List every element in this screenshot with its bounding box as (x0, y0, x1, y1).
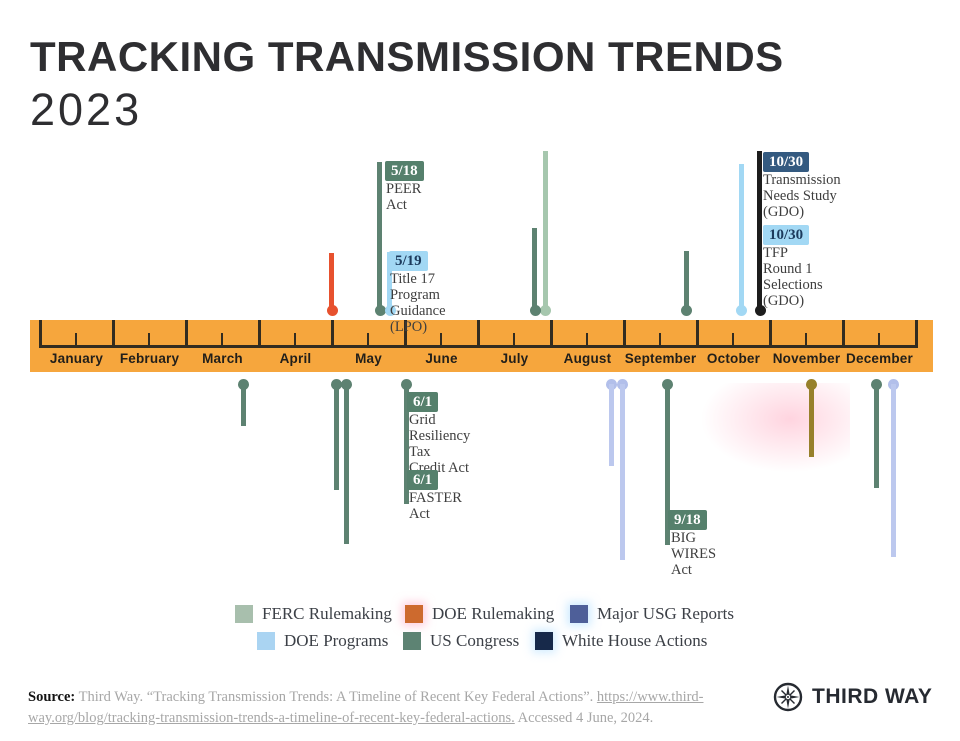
event-dot (755, 305, 766, 316)
month-label: April (279, 351, 312, 366)
event-stem (620, 384, 625, 560)
white-house-actions-swatch (535, 632, 553, 650)
legend-item-us-congress: US Congress (403, 631, 519, 651)
page-title: TRACKING TRANSMISSION TRENDS (30, 33, 784, 80)
event-label: PEER Act (386, 181, 422, 213)
event-stem (532, 228, 537, 307)
legend-label: DOE Programs (284, 631, 389, 650)
month-label: July (500, 351, 529, 366)
ruler-baseline (39, 345, 918, 348)
event-stem (809, 384, 814, 457)
us-congress-swatch (403, 632, 421, 650)
event-label: Grid Resiliency Tax Credit Act (409, 412, 471, 476)
month-label: December (846, 351, 913, 366)
date-badge: 10/30 (763, 152, 810, 172)
month-label: May (355, 351, 382, 366)
event-label: BIG WIRES Act (671, 530, 717, 578)
month-label: September (624, 351, 697, 366)
legend-item-major-usg-reports: Major USG Reports (570, 604, 734, 624)
event-stem (757, 151, 762, 307)
date-badge: 5/18 (385, 161, 424, 181)
source-citation: Source: Third Way. “Tracking Transmissio… (28, 687, 758, 729)
event-label: Transmission Needs Study (GDO) (763, 172, 841, 220)
event-stem (377, 162, 382, 307)
date-badge: 5/19 (389, 251, 428, 271)
event-dot (385, 305, 396, 316)
doe-programs-swatch (257, 632, 275, 650)
event-stem (874, 384, 879, 488)
event-stem (891, 384, 896, 557)
event-stem (344, 384, 349, 544)
logo-text: THIRD WAY (812, 685, 933, 708)
date-badge: 6/1 (407, 470, 439, 490)
ferc-rulemaking-swatch (235, 605, 253, 623)
legend-item-ferc-rulemaking: FERC Rulemaking (235, 604, 392, 624)
legend-label: DOE Rulemaking (432, 604, 555, 623)
month-label: August (563, 351, 612, 366)
month-label: November (772, 351, 841, 366)
month-label: June (425, 351, 458, 366)
event-label: FASTER Act (409, 490, 462, 522)
event-dot (540, 305, 551, 316)
event-dot (681, 305, 692, 316)
event-stem (739, 164, 744, 307)
legend-item-white-house-actions: White House Actions (535, 631, 707, 651)
month-label: October (706, 351, 761, 366)
source-link[interactable]: https://www.third-way.org/blog/tracking-… (28, 689, 704, 726)
source-label: Source: (28, 689, 76, 705)
event-dot (327, 305, 338, 316)
event-label: Title 17 Program Guidance (LPO) (390, 271, 446, 335)
page-year: 2023 (30, 84, 143, 135)
date-badge: 10/30 (763, 225, 810, 245)
source-accessed: Accessed 4 June, 2024. (514, 710, 654, 726)
month-label: March (202, 351, 243, 366)
date-badge: 9/18 (668, 510, 707, 530)
legend-label: Major USG Reports (597, 604, 734, 623)
doe-rulemaking-swatch (405, 605, 423, 623)
event-stem (387, 252, 392, 309)
source-text: Third Way. “Tracking Transmission Trends… (75, 689, 597, 705)
legend-item-doe-rulemaking: DOE Rulemaking (405, 604, 554, 624)
event-stem (543, 151, 548, 307)
compass-icon (773, 682, 803, 712)
pink-glow (700, 383, 850, 473)
month-label: January (49, 351, 104, 366)
month-labels: January February March April May June Ju… (40, 351, 916, 366)
major-usg-reports-swatch (570, 605, 588, 623)
event-stem (665, 384, 670, 545)
legend-item-doe-programs: DOE Programs (257, 631, 388, 651)
legend-label: White House Actions (562, 631, 708, 650)
legend-label: US Congress (430, 631, 520, 650)
event-stem (609, 384, 614, 466)
event-dot (530, 305, 541, 316)
event-stem (241, 384, 246, 426)
event-stem (329, 253, 334, 309)
event-stem (684, 251, 689, 307)
month-label: February (119, 351, 180, 366)
event-dot (736, 305, 747, 316)
event-stem (334, 384, 339, 490)
event-label: TFP Round 1 Selections (GDO) (763, 245, 823, 309)
legend-label: FERC Rulemaking (262, 604, 392, 623)
third-way-logo: THIRD WAY (773, 682, 932, 712)
ruler-ticks-minor (75, 333, 882, 347)
date-badge: 6/1 (407, 392, 439, 412)
event-stem (404, 384, 409, 504)
event-dot (375, 305, 386, 316)
